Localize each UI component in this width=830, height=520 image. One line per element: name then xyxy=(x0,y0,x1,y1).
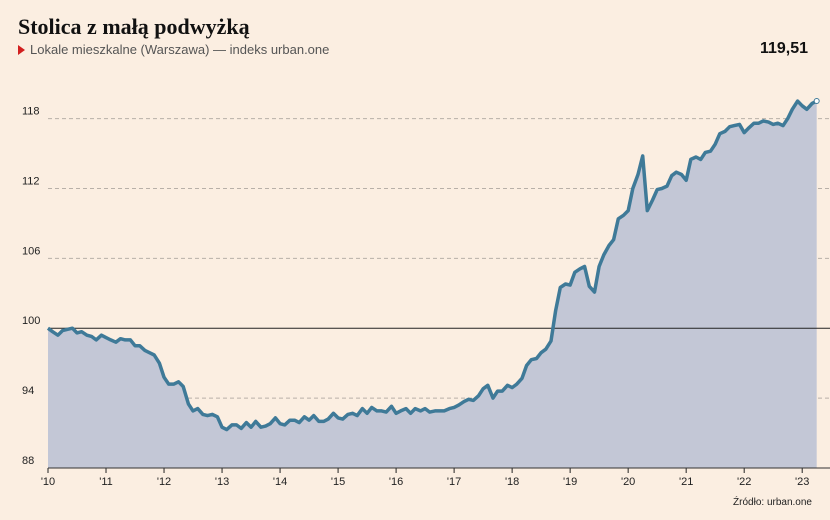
x-tick-label: '13 xyxy=(215,476,229,488)
x-tick-label: '15 xyxy=(331,476,345,488)
y-tick-label: 106 xyxy=(22,245,40,257)
y-tick-label: 118 xyxy=(22,106,40,118)
chart-title: Stolica z małą podwyżką xyxy=(18,14,250,39)
x-tick-label: '12 xyxy=(157,476,171,488)
x-tick-label: '19 xyxy=(563,476,577,488)
last-value-label: 119,51 xyxy=(759,40,808,57)
x-axis-ticks: '10 '11 '12 '13 '14 '15 '16 '17 '18 '19 '20 '21 '22 '… xyxy=(41,467,830,488)
x-tick-label: '17 xyxy=(447,476,461,488)
x-tick-label: '11 xyxy=(99,476,113,488)
last-point-marker xyxy=(813,98,820,105)
x-tick-label: '18 xyxy=(505,476,519,488)
x-tick-label: '23 xyxy=(795,476,809,488)
y-axis-ticks: 88 94 100 106 112 118 xyxy=(22,106,40,467)
series-line xyxy=(46,99,818,432)
subtitle-text: Lokale mieszkalne (Warszawa) — indeks ur… xyxy=(30,42,330,57)
series-marker-icon xyxy=(18,44,25,55)
y-tick-label: 88 xyxy=(22,455,34,467)
x-tick-label: '20 xyxy=(621,476,635,488)
x-tick-label: '21 xyxy=(679,476,693,488)
series-area xyxy=(48,101,817,468)
source-note: Źródło: urban.one xyxy=(733,497,812,508)
x-tick-label: '10 xyxy=(41,476,55,488)
x-tick-label: '16 xyxy=(389,476,403,488)
chart-subtitle: Lokale mieszkalne (Warszawa) — indeks ur… xyxy=(18,42,329,57)
x-tick-label: '14 xyxy=(273,476,287,488)
y-tick-label: 94 xyxy=(22,385,34,397)
y-tick-label: 112 xyxy=(22,175,40,187)
x-tick-label: '22 xyxy=(737,476,751,488)
y-tick-label: 100 xyxy=(22,315,40,327)
